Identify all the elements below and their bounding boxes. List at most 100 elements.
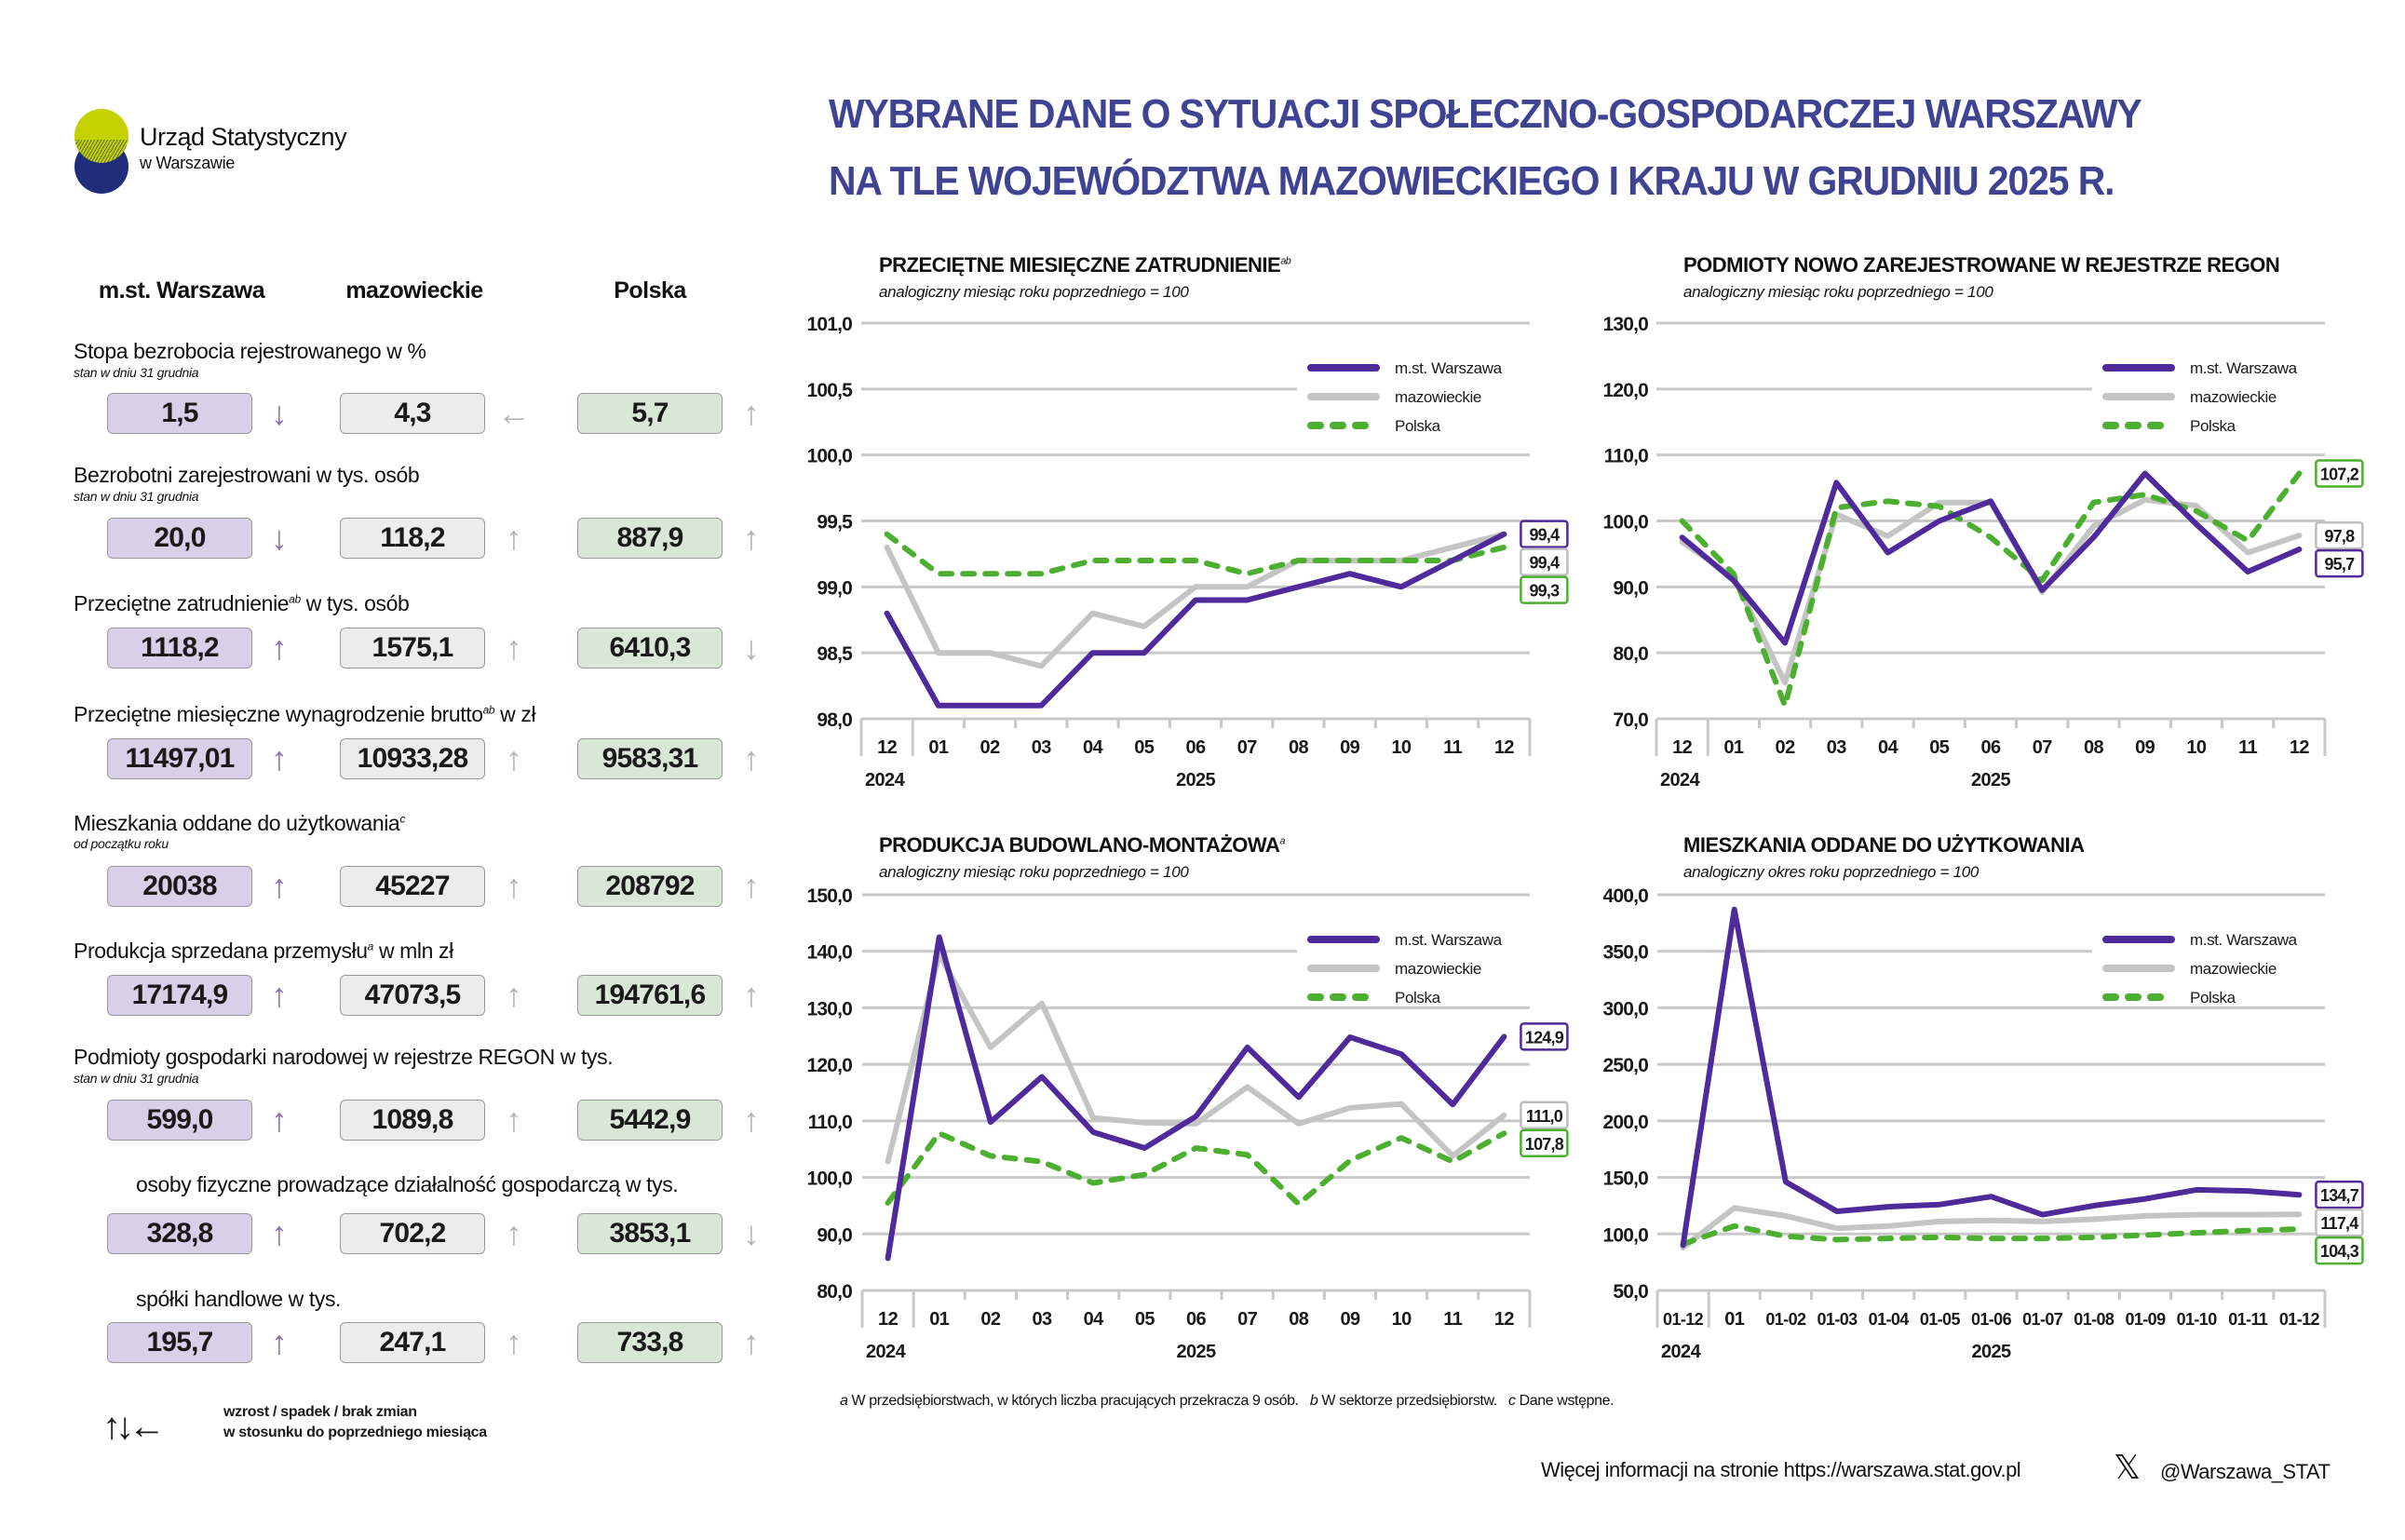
chart-title: PRODUKCJA BUDOWLANO-MONTAŻOWAa <box>879 833 1285 858</box>
x-tick-label: 04 <box>1878 737 1899 758</box>
indicator-label: Przeciętne zatrudnienieab w tys. osób <box>74 591 410 616</box>
x-tick-label: 02 <box>980 1309 1001 1330</box>
end-label-box-mazowieckie <box>1520 1101 1569 1130</box>
end-label-polska: 99,3 <box>1529 582 1560 601</box>
x-tick-label: 04 <box>1084 1309 1105 1330</box>
x-tick-label: 01-08 <box>2074 1310 2115 1329</box>
value-box-warszawa: 195,7 <box>107 1322 252 1363</box>
indicator-label-text: Bezrobotni zarejestrowani w tys. osób <box>74 463 420 487</box>
x-tick-label: 01-12 <box>1663 1310 1704 1329</box>
y-tick-label: 80,0 <box>817 1281 852 1303</box>
arrow-up-icon: ↑ <box>743 1323 760 1361</box>
end-label-box-warszawa <box>1520 520 1569 548</box>
x-tick-label: 02 <box>980 737 1001 758</box>
value-box-mazowieckie: 4,3 <box>340 393 485 434</box>
y-tick-label: 90,0 <box>1613 577 1648 599</box>
arrow-up-icon: ↑ <box>506 519 522 557</box>
value-box-mazowieckie: 247,1 <box>340 1322 485 1363</box>
value-box-warszawa: 1118,2 <box>107 628 252 669</box>
x-tick-label: 03 <box>1032 737 1052 758</box>
indicator-label: osoby fizyczne prowadzące działalność go… <box>136 1172 679 1197</box>
chart-title-text: MIESZKANIA ODDANE DO UŻYTKOWANIA <box>1683 833 2085 857</box>
chart-title-text: PRZECIĘTNE MIESIĘCZNE ZATRUDNIENIE <box>879 253 1281 277</box>
y-tick-label: 250,0 <box>1602 1055 1648 1076</box>
indicator-label: Stopa bezrobocia rejestrowanego w % <box>74 339 426 364</box>
value-box-warszawa: 328,8 <box>107 1213 252 1254</box>
value-box-polska: 5442,9 <box>577 1100 723 1141</box>
page-title-line2: NA TLE WOJEWÓDZTWA MAZOWIECKIEGO I KRAJU… <box>829 158 2115 204</box>
x-tick-label: 08 <box>2084 737 2104 758</box>
x-tick-label: 08 <box>1289 1309 1309 1330</box>
value-box-warszawa: 17174,9 <box>107 975 252 1016</box>
x-tick-label: 05 <box>1134 737 1155 758</box>
value-box-warszawa: 11497,01 <box>107 738 252 779</box>
value-box-polska: 3853,1 <box>577 1213 723 1254</box>
value-box-warszawa: 20038 <box>107 866 252 907</box>
series-line-mazowieckie <box>1679 496 2303 685</box>
x-tick-label: 01-03 <box>1817 1310 1858 1329</box>
value-box-polska: 9583,31 <box>577 738 723 779</box>
arrow-up-icon: ↑ <box>271 976 288 1014</box>
legend-backdrop <box>2092 904 2325 1002</box>
arrow-up-icon: ↑ <box>271 867 288 905</box>
end-label-mazowieckie: 99,4 <box>1529 554 1560 573</box>
arrow-up-icon: ↑ <box>743 1101 760 1139</box>
x-tick-label: 12 <box>878 1309 898 1330</box>
year-label: 2024 <box>1660 770 1701 790</box>
end-label-warszawa: 134,7 <box>2320 1186 2359 1205</box>
column-header-mazowieckie: mazowieckie <box>345 277 483 304</box>
footnote-text-a: W przedsiębiorstwach, w których liczba p… <box>847 1393 1300 1409</box>
more-info-link[interactable]: Więcej informacji na stronie https://war… <box>1541 1458 2021 1481</box>
indicator-unit: w mln zł <box>372 939 453 963</box>
x-tick-label: 01-05 <box>1920 1310 1961 1329</box>
x-tick-label: 07 <box>1237 1309 1258 1330</box>
x-tick-label: 01-06 <box>1971 1310 2012 1329</box>
x-tick-label: 01-11 <box>2228 1310 2268 1329</box>
indicator-label-text: Produkcja sprzedana przemysłu <box>74 939 368 963</box>
chart-subtitle: analogiczny okres roku poprzedniego = 10… <box>1683 863 1979 881</box>
series-line-mazowieckie <box>884 531 1507 669</box>
x-tick-label: 10 <box>2186 737 2207 758</box>
footnote-mark-a: a <box>840 1393 848 1409</box>
x-tick-label: 06 <box>1185 737 1206 758</box>
x-logo-icon[interactable]: 𝕏 <box>2114 1449 2142 1487</box>
x-tick-label: 12 <box>1672 737 1693 758</box>
social-handle[interactable]: @Warszawa_STAT <box>2160 1460 2331 1483</box>
trend-legend-line1: wzrost / spadek / brak zmian <box>223 1404 417 1420</box>
x-tick-label: 04 <box>1083 737 1104 758</box>
chart-title: PRZECIĘTNE MIESIĘCZNE ZATRUDNIENIEab <box>879 253 1291 277</box>
chart-title-footnote-mark: ab <box>1280 255 1291 267</box>
year-label: 2025 <box>1971 1342 2011 1362</box>
y-tick-label: 98,0 <box>817 709 852 731</box>
series-line-mazowieckie <box>1680 1205 2303 1250</box>
indicator-sublabel: stan w dniu 31 grudnia <box>74 489 199 504</box>
year-label: 2025 <box>1176 770 1216 790</box>
chart-title-text: PODMIOTY NOWO ZAREJESTROWANE W REJESTRZE… <box>1683 253 2280 277</box>
x-tick-label: 01-07 <box>2022 1310 2063 1329</box>
end-label-polska: 107,8 <box>1525 1135 1564 1154</box>
footnote-mark-c: c <box>1507 1393 1516 1409</box>
y-tick-label: 400,0 <box>1602 885 1648 907</box>
legend-label-polska: Polska <box>2190 989 2236 1006</box>
arrow-up-icon: ↑ <box>506 1101 522 1139</box>
chart-subtitle: analogiczny miesiąc roku poprzedniego = … <box>879 863 1189 881</box>
value-box-warszawa: 599,0 <box>107 1100 252 1141</box>
x-tick-label: 11 <box>2238 737 2257 758</box>
end-label-box-polska <box>1520 575 1569 604</box>
legend-backdrop <box>1297 332 1530 430</box>
end-label-box-polska <box>1520 1128 1569 1158</box>
y-tick-label: 99,5 <box>817 512 853 534</box>
y-tick-label: 300,0 <box>1602 998 1648 1020</box>
x-tick-label: 07 <box>2033 737 2053 758</box>
x-tick-label: 06 <box>1980 737 2001 758</box>
end-label-box-warszawa <box>2315 548 2364 578</box>
end-label-warszawa: 124,9 <box>1525 1028 1564 1047</box>
x-tick-label: 07 <box>1237 737 1258 758</box>
indicator-label: Podmioty gospodarki narodowej w rejestrz… <box>74 1045 614 1070</box>
indicator-label-text: Przeciętne zatrudnienie <box>74 591 290 615</box>
chart-1: 98,0 98,5 99,0 99,5 100,0 100,5 101,0 12 01 02 03 0… <box>806 314 1569 790</box>
arrow-up-icon: ↑ <box>743 867 760 905</box>
legend-label-mazowieckie: mazowieckie <box>2190 388 2277 406</box>
value-box-polska: 208792 <box>577 866 723 907</box>
